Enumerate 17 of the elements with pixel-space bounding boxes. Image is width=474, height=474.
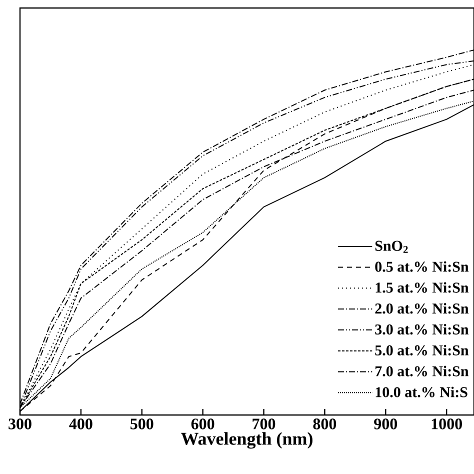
x-tick-label: 500 xyxy=(130,418,154,430)
legend-label: 0.5 at.% Ni:Sn xyxy=(375,261,469,272)
x-tick-label: 300 xyxy=(8,418,32,430)
x-tick-label: 400 xyxy=(69,418,92,430)
x-tick-label: 800 xyxy=(313,418,336,430)
legend-label: 7.0 at.% Ni:Sn xyxy=(375,366,469,376)
legend-label: 5.0 at.% Ni:Sn xyxy=(375,344,469,356)
legend-label: SnO$_{2}$ xyxy=(375,240,408,253)
legend-label: 10.0 at.% Ni:S xyxy=(376,386,468,398)
x-tick-label: 600 xyxy=(191,418,214,430)
x-tick-label: 1000 xyxy=(432,418,462,430)
x-tick-label: 700 xyxy=(252,418,276,430)
legend-label: 2.0 at.% Ni:Sn xyxy=(375,303,469,314)
legend-label: 1.5 at.% Ni:Sn xyxy=(376,282,469,293)
legend-label: 3.0 at.% Ni:Sn xyxy=(375,324,469,335)
x-axis-title: Wavelength (nm) xyxy=(181,432,312,449)
x-tick-label: 900 xyxy=(374,418,398,430)
